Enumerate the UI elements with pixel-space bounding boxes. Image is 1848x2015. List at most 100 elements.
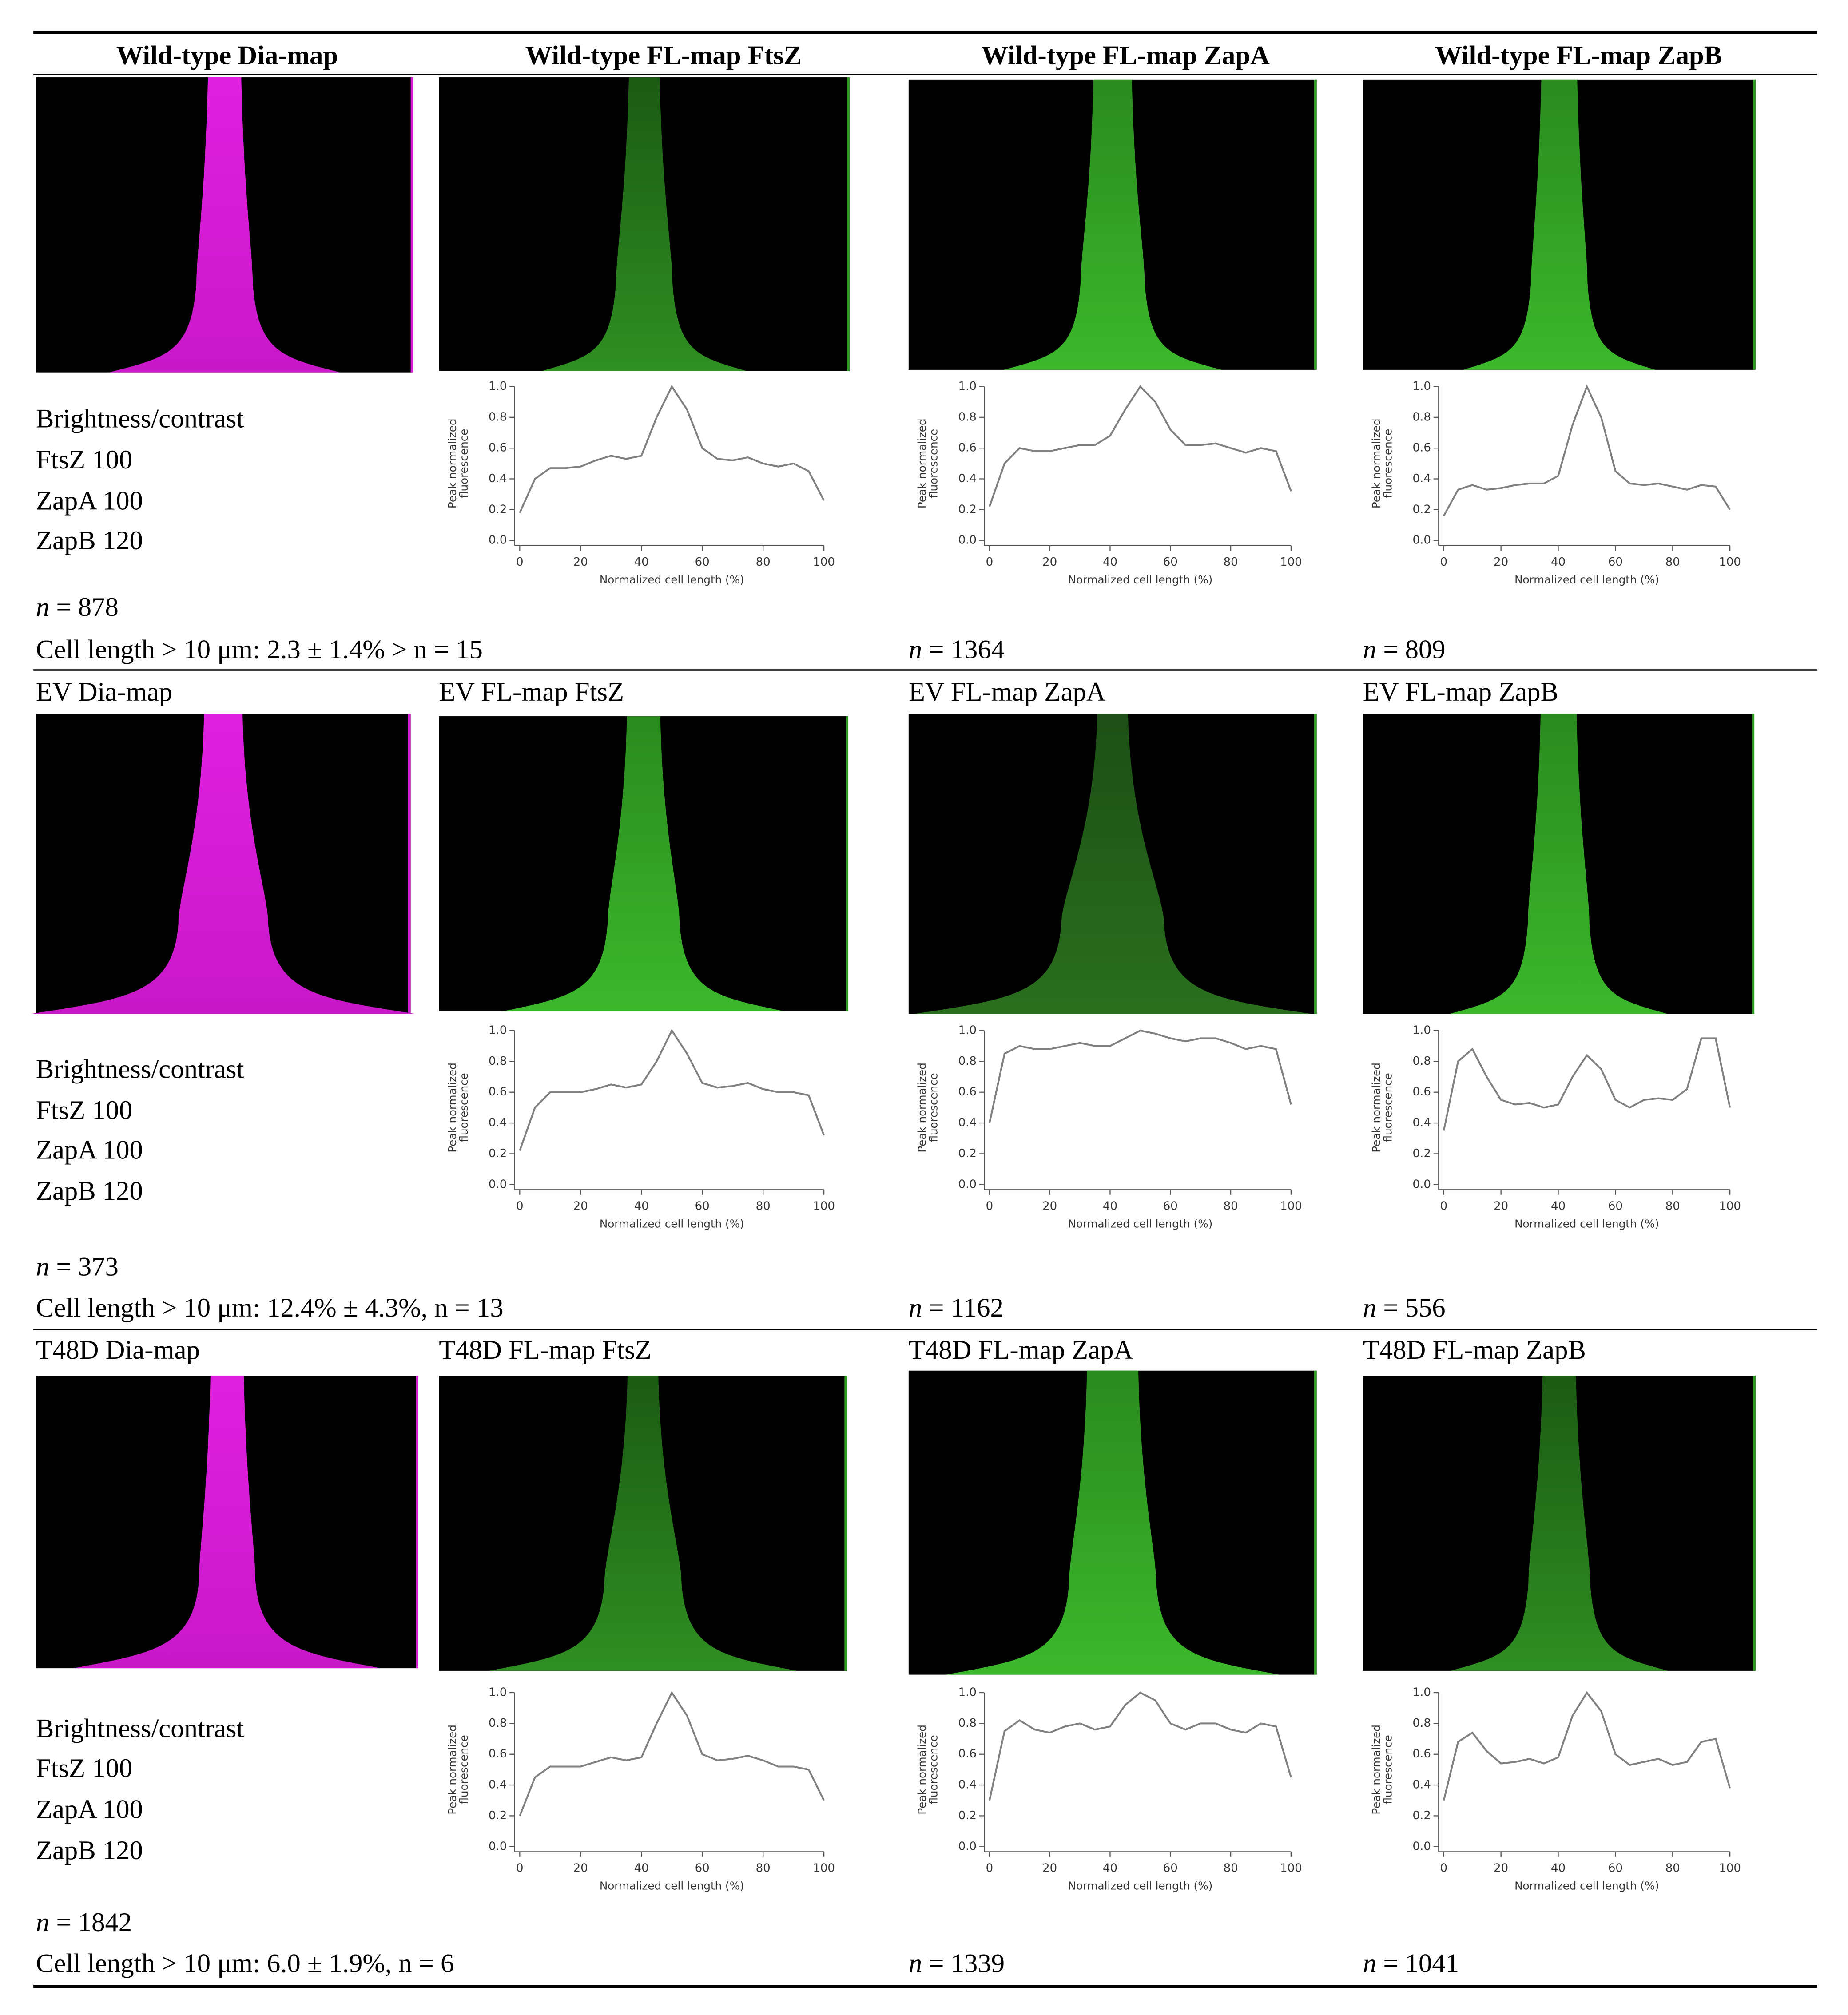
x-tick-label: 40	[1551, 1199, 1566, 1213]
y-tick-label: 0.4	[489, 1116, 507, 1130]
x-tick-label: 20	[573, 555, 588, 569]
y-tick-label: 0.0	[489, 1840, 507, 1853]
x-axis-label: Normalized cell length (%)	[1068, 1879, 1213, 1892]
panel-label: EV FL-map FtsZ	[439, 677, 624, 707]
y-axis-label: Peak normalized	[446, 419, 459, 509]
y-axis-label: Peak normalized	[446, 1063, 459, 1153]
y-axis-label: fluorescence	[1382, 1073, 1395, 1142]
x-tick-label: 60	[1163, 1199, 1178, 1213]
y-tick-label: 0.2	[1413, 1809, 1431, 1822]
demograph-profile	[541, 77, 747, 371]
x-tick-label: 100	[813, 1199, 835, 1213]
sample-count: n = 1041	[1363, 1948, 1459, 1978]
y-tick-label: 0.4	[958, 1116, 977, 1130]
x-tick-label: 0	[1440, 1861, 1448, 1875]
demograph-profile	[109, 77, 340, 373]
x-tick-label: 20	[1494, 555, 1508, 569]
y-tick-label: 1.0	[489, 380, 507, 393]
cell-length-note: Cell length > 10 μm: 12.4% ± 4.3%, n = 1…	[36, 1293, 504, 1323]
y-axis-label: fluorescence	[457, 1073, 470, 1142]
demograph-profile	[489, 1376, 797, 1671]
y-tick-label: 0.2	[489, 503, 507, 516]
y-axis-label: fluorescence	[927, 429, 940, 498]
x-tick-label: 20	[1042, 555, 1057, 569]
y-tick-label: 0.8	[958, 1717, 977, 1730]
column-header: Wild-type Dia-map	[116, 41, 338, 71]
y-tick-label: 0.6	[489, 441, 507, 455]
y-tick-label: 0.4	[489, 472, 507, 485]
x-tick-label: 40	[1103, 555, 1117, 569]
y-axis-label: fluorescence	[1382, 429, 1395, 498]
x-axis-label: Normalized cell length (%)	[600, 573, 744, 586]
settings-note: Brightness/contrast	[36, 1714, 244, 1744]
x-tick-label: 0	[986, 1861, 994, 1875]
sample-count: n = 878	[36, 592, 119, 622]
settings-note: Brightness/contrast	[36, 1054, 244, 1084]
settings-note: ZapB 120	[36, 1836, 143, 1865]
demograph-profile	[1003, 79, 1222, 370]
x-tick-label: 80	[1224, 1199, 1238, 1213]
data-line	[519, 1690, 825, 1817]
panel-label: T48D FL-map ZapB	[1363, 1335, 1586, 1365]
settings-note: Brightness/contrast	[36, 404, 244, 433]
y-axis-label: Peak normalized	[916, 419, 929, 509]
y-tick-label: 0.0	[958, 534, 977, 547]
x-axis-label: Normalized cell length (%)	[1514, 1217, 1659, 1230]
y-tick-label: 0.2	[489, 1147, 507, 1160]
y-tick-label: 0.4	[958, 1778, 977, 1792]
x-tick-label: 100	[813, 555, 835, 569]
settings-note: ZapA 100	[36, 486, 143, 516]
x-tick-label: 0	[516, 555, 524, 569]
settings-note: ZapA 100	[36, 1135, 143, 1165]
y-tick-label: 0.8	[1413, 1717, 1431, 1730]
y-tick-label: 1.0	[1413, 1024, 1431, 1037]
data-line	[519, 385, 825, 513]
x-tick-label: 40	[1551, 1861, 1566, 1875]
data-line	[988, 1029, 1292, 1123]
x-tick-label: 100	[1719, 1861, 1741, 1875]
sample-count: n = 809	[1363, 635, 1446, 665]
y-tick-label: 0.8	[1413, 1055, 1431, 1068]
sample-count: n = 556	[1363, 1293, 1446, 1323]
x-tick-label: 0	[986, 555, 994, 569]
column-header: Wild-type FL-map ZapB	[1435, 41, 1722, 71]
x-tick-label: 80	[1665, 1861, 1680, 1875]
y-tick-label: 0.6	[958, 1747, 977, 1761]
x-tick-label: 80	[756, 1861, 771, 1875]
y-axis-label: fluorescence	[1382, 1735, 1395, 1804]
x-tick-label: 100	[1280, 555, 1302, 569]
y-tick-label: 0.2	[958, 1147, 977, 1160]
x-tick-label: 40	[634, 1861, 649, 1875]
cell-length-note: Cell length > 10 μm: 2.3 ± 1.4% > n = 15	[36, 635, 483, 665]
y-axis-label: Peak normalized	[1370, 1725, 1383, 1815]
y-axis-label: Peak normalized	[1370, 419, 1383, 509]
sample-count: n = 1162	[909, 1293, 1004, 1323]
x-tick-label: 100	[1719, 1199, 1741, 1213]
y-axis-label: fluorescence	[457, 429, 470, 498]
x-axis-label: Normalized cell length (%)	[1068, 1217, 1213, 1230]
panel-label: T48D FL-map FtsZ	[439, 1335, 652, 1365]
y-tick-label: 0.6	[958, 1085, 977, 1099]
x-axis-label: Normalized cell length (%)	[600, 1217, 744, 1230]
y-tick-label: 0.0	[1413, 1178, 1431, 1191]
data-line	[988, 385, 1292, 507]
x-tick-label: 40	[634, 1199, 649, 1213]
demograph-profile	[502, 716, 785, 1011]
panel-label: EV FL-map ZapA	[909, 677, 1106, 707]
y-tick-label: 0.0	[489, 534, 507, 547]
y-tick-label: 0.8	[489, 1055, 507, 1068]
x-tick-label: 40	[634, 555, 649, 569]
sample-count: n = 1364	[909, 635, 1005, 665]
y-axis-label: fluorescence	[457, 1735, 470, 1804]
demograph-profile	[1450, 1376, 1669, 1671]
data-line	[988, 1691, 1292, 1801]
panel-label: T48D FL-map ZapA	[909, 1335, 1133, 1365]
y-axis-label: fluorescence	[927, 1073, 940, 1142]
y-tick-label: 0.8	[1413, 410, 1431, 424]
y-tick-label: 0.8	[958, 1055, 977, 1068]
settings-note: ZapB 120	[36, 1176, 143, 1206]
x-tick-label: 80	[1224, 555, 1238, 569]
y-tick-label: 0.6	[489, 1747, 507, 1761]
x-tick-label: 80	[756, 1199, 771, 1213]
